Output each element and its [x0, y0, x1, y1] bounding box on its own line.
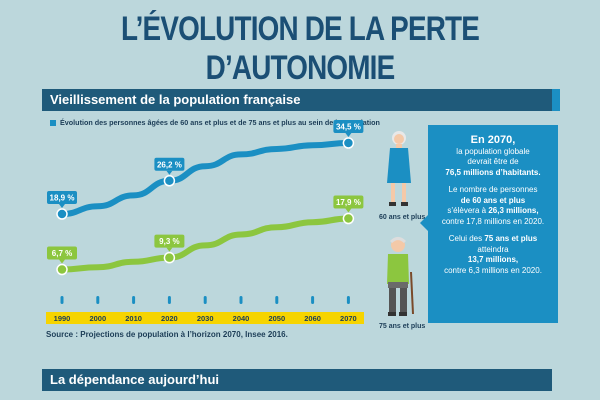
- section-title: La dépendance aujourd’hui: [50, 372, 220, 387]
- section-header-dependance: La dépendance aujourd’hui: [42, 369, 552, 391]
- panel-pointer: [420, 215, 428, 231]
- x-tick-label: 1990: [54, 314, 71, 323]
- data-label: 17,9 %: [336, 198, 361, 207]
- series-line-75: [59, 215, 352, 273]
- panel-heading: En 2070,: [470, 134, 516, 146]
- panel-highlight: 76,5 millions d’habitants.: [445, 167, 541, 177]
- x-axis-band: [46, 312, 364, 324]
- panel-text: s’élèvera à: [447, 206, 489, 215]
- x-tick-mark: [60, 296, 64, 304]
- data-point: [163, 251, 176, 264]
- panel-highlight: 13,7 millions,: [467, 255, 519, 264]
- x-tick-mark: [203, 296, 207, 304]
- panel-text: atteindra: [477, 244, 509, 254]
- data-label-pointer: [166, 247, 173, 252]
- section-title: Vieillissement de la population français…: [50, 92, 301, 107]
- data-label: 34,5 %: [336, 123, 361, 132]
- data-label-box: [47, 246, 77, 260]
- data-label: 9,3 %: [159, 237, 179, 246]
- data-point: [56, 263, 68, 276]
- x-tick-mark: [275, 296, 279, 304]
- x-tick-mark: [346, 296, 350, 304]
- data-point: [56, 208, 68, 220]
- data-label-pointer: [166, 170, 173, 175]
- data-label-box: [333, 195, 364, 209]
- data-point: [342, 212, 355, 225]
- data-label-pointer: [345, 208, 352, 213]
- panel-highlight: 26,3 millions,: [488, 206, 539, 215]
- panel-text: contre 6,3 millions en 2020.: [444, 265, 542, 275]
- figure-label-75: 75 ans et plus: [379, 323, 426, 330]
- panel-highlight: 75 ans et plus: [484, 234, 538, 243]
- x-tick-label: 2010: [125, 314, 142, 323]
- x-tick-label: 2030: [197, 314, 214, 323]
- panel-text: la population globale: [456, 146, 530, 156]
- senior-woman-illustration: [387, 131, 411, 206]
- info-panel: En 2070, la population globale devrait ê…: [420, 125, 558, 323]
- data-label-pointer: [59, 204, 65, 209]
- data-label-box: [154, 157, 185, 171]
- panel-highlight: de 60 ans et plus: [460, 195, 526, 205]
- section-header-vieillissement: Vieillissement de la population français…: [42, 89, 560, 111]
- data-label: 18,9 %: [50, 194, 75, 203]
- x-tick-mark: [96, 296, 100, 304]
- section-accent: [552, 89, 560, 111]
- data-label-pointer: [345, 133, 352, 138]
- data-label: 6,7 %: [52, 249, 72, 258]
- x-tick-label: 2050: [268, 314, 285, 323]
- data-label-box: [333, 120, 364, 134]
- chart-title: Évolution des personnes âgées de 60 ans …: [60, 118, 380, 127]
- x-tick-label: 2040: [233, 314, 250, 323]
- legend-swatch: [50, 119, 56, 126]
- x-tick-label: 2060: [304, 314, 321, 323]
- data-label-box: [47, 191, 77, 205]
- chart-legend: Évolution des personnes âgées de 60 ans …: [50, 118, 380, 127]
- x-tick-mark: [239, 296, 243, 304]
- x-tick-mark: [132, 296, 136, 304]
- panel-text: Celui des: [448, 234, 485, 243]
- data-point: [163, 175, 176, 187]
- chart-source: Source : Projections de population à l’h…: [46, 330, 288, 339]
- senior-man-illustration: [387, 237, 414, 316]
- panel-text: Le nombre de personnes: [448, 185, 538, 194]
- figure-label-60: 60 ans et plus: [379, 214, 426, 221]
- panel-text: contre 17,8 millions en 2020.: [441, 216, 545, 226]
- data-point: [342, 137, 355, 149]
- x-tick-mark: [311, 296, 315, 304]
- data-label-box: [154, 234, 185, 248]
- data-label: 26,2 %: [157, 160, 182, 169]
- series-line-60: [59, 140, 352, 218]
- x-tick-mark: [167, 296, 171, 304]
- data-label-pointer: [59, 259, 65, 264]
- page-title: L’ÉVOLUTION DE LA PERTE D’AUTONOMIE: [120, 10, 480, 87]
- panel-text: devrait être de: [467, 157, 519, 166]
- x-tick-label: 2000: [89, 314, 106, 323]
- x-tick-label: 2070: [340, 314, 357, 323]
- x-tick-label: 2020: [161, 314, 178, 323]
